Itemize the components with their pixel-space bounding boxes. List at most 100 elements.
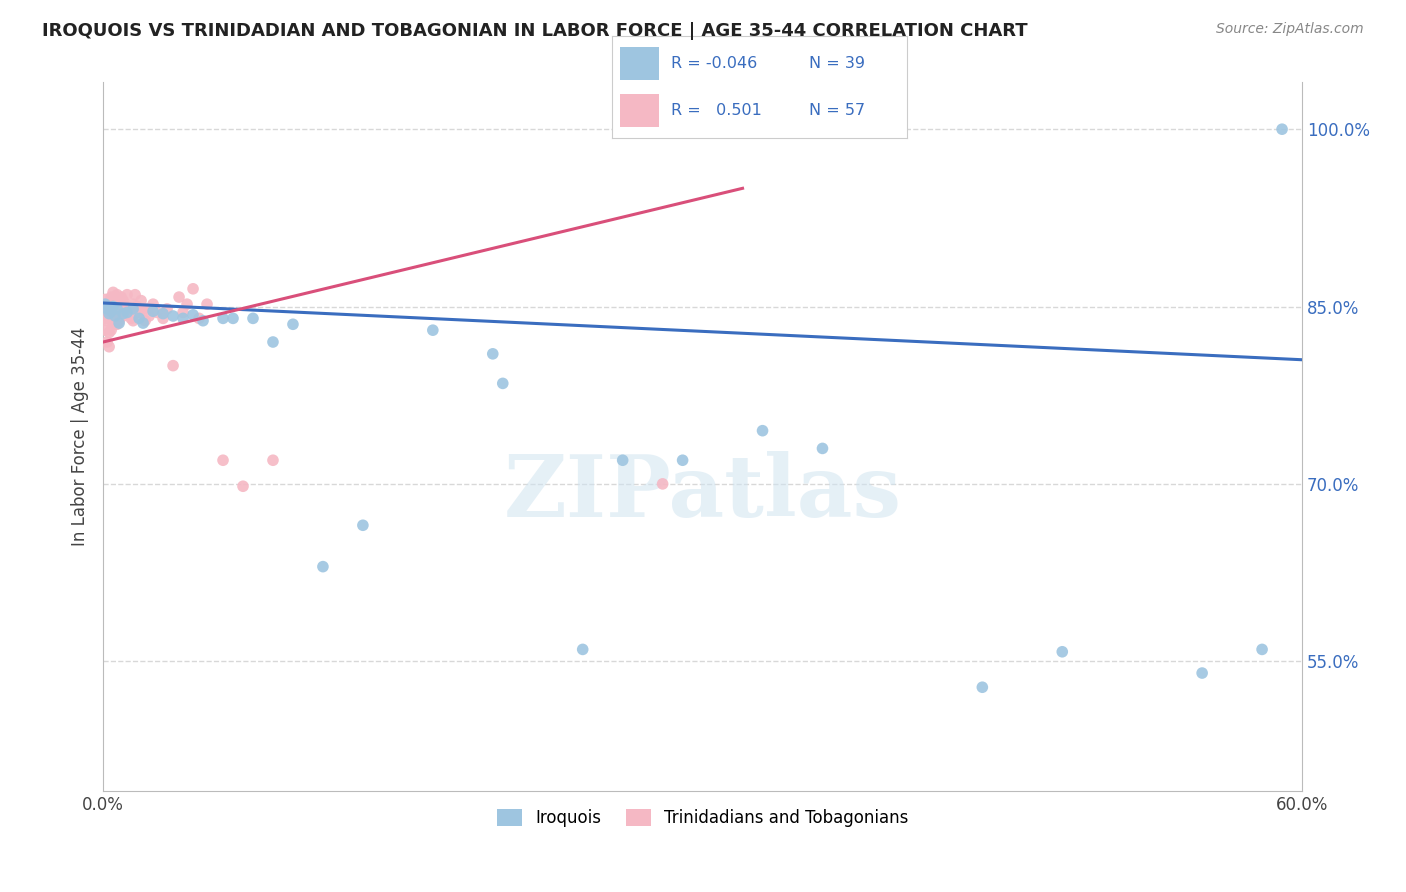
Point: [100, 305, 122, 319]
Point: [128, 305, 150, 319]
Point: [167, 290, 190, 304]
Point: [242, 311, 264, 326]
Point: [112, 309, 135, 323]
Point: [352, 518, 374, 533]
Point: [115, 287, 138, 301]
Point: [105, 301, 128, 316]
Point: [110, 290, 132, 304]
Point: [142, 297, 165, 311]
Point: [481, 347, 503, 361]
Point: [112, 293, 135, 308]
Point: [94, 311, 117, 326]
Point: [101, 318, 124, 332]
Point: [152, 307, 174, 321]
Point: [101, 285, 124, 300]
Text: R = -0.046: R = -0.046: [671, 56, 756, 70]
Point: [112, 307, 135, 321]
Point: [94, 297, 117, 311]
Point: [671, 453, 693, 467]
Point: [100, 304, 122, 318]
Point: [281, 318, 304, 332]
Point: [108, 314, 131, 328]
Point: [98, 300, 121, 314]
Point: [105, 318, 128, 332]
Bar: [620, 47, 659, 79]
Point: [136, 301, 159, 316]
Point: [104, 309, 127, 323]
Point: [212, 311, 235, 326]
Point: [212, 453, 235, 467]
Point: [972, 680, 994, 694]
Point: [98, 340, 121, 354]
Point: [108, 297, 131, 311]
Text: ZIPatlas: ZIPatlas: [503, 451, 901, 535]
Point: [122, 301, 145, 316]
Point: [162, 359, 184, 373]
Point: [96, 334, 118, 349]
Point: [172, 311, 194, 326]
Point: [132, 301, 155, 316]
Point: [94, 293, 117, 307]
Point: [132, 316, 155, 330]
Point: [114, 300, 136, 314]
Point: [1271, 122, 1294, 136]
Bar: [620, 95, 659, 127]
Point: [651, 476, 673, 491]
Point: [100, 290, 122, 304]
Point: [120, 311, 142, 326]
Y-axis label: In Labor Force | Age 35-44: In Labor Force | Age 35-44: [72, 327, 89, 546]
Text: IROQUOIS VS TRINIDADIAN AND TOBAGONIAN IN LABOR FORCE | AGE 35-44 CORRELATION CH: IROQUOIS VS TRINIDADIAN AND TOBAGONIAN I…: [42, 22, 1028, 40]
Point: [612, 453, 634, 467]
Point: [492, 376, 515, 391]
Point: [122, 297, 145, 311]
Point: [262, 334, 284, 349]
Text: Source: ZipAtlas.com: Source: ZipAtlas.com: [1216, 22, 1364, 37]
Point: [94, 323, 117, 337]
Point: [104, 293, 127, 307]
Point: [176, 297, 198, 311]
Point: [1052, 645, 1074, 659]
Point: [96, 301, 118, 316]
Point: [108, 316, 131, 330]
Point: [118, 301, 141, 316]
Point: [152, 311, 174, 326]
Point: [138, 309, 160, 323]
Point: [162, 309, 184, 323]
Point: [115, 305, 138, 319]
Point: [96, 301, 118, 316]
Point: [191, 314, 214, 328]
Point: [110, 305, 132, 319]
Point: [124, 287, 146, 301]
Point: [98, 311, 121, 326]
Point: [122, 314, 145, 328]
Point: [1191, 666, 1213, 681]
Point: [188, 311, 211, 326]
Point: [104, 309, 127, 323]
Point: [101, 300, 124, 314]
Point: [811, 442, 834, 456]
Point: [751, 424, 773, 438]
Point: [181, 282, 204, 296]
Point: [98, 326, 121, 340]
Point: [96, 314, 118, 328]
Point: [98, 307, 121, 321]
Point: [105, 301, 128, 316]
Legend: Iroquois, Trinidadians and Tobagonians: Iroquois, Trinidadians and Tobagonians: [489, 803, 915, 834]
Text: N = 57: N = 57: [810, 103, 866, 118]
Point: [1251, 642, 1274, 657]
Text: N = 39: N = 39: [810, 56, 866, 70]
Point: [232, 479, 254, 493]
Point: [262, 453, 284, 467]
Text: R =   0.501: R = 0.501: [671, 103, 762, 118]
Point: [100, 323, 122, 337]
Point: [195, 297, 218, 311]
Point: [142, 304, 165, 318]
Point: [172, 305, 194, 319]
Point: [129, 293, 152, 308]
Point: [115, 305, 138, 319]
Point: [105, 287, 128, 301]
Point: [222, 311, 245, 326]
Point: [181, 308, 204, 322]
Point: [422, 323, 444, 337]
Point: [101, 300, 124, 314]
